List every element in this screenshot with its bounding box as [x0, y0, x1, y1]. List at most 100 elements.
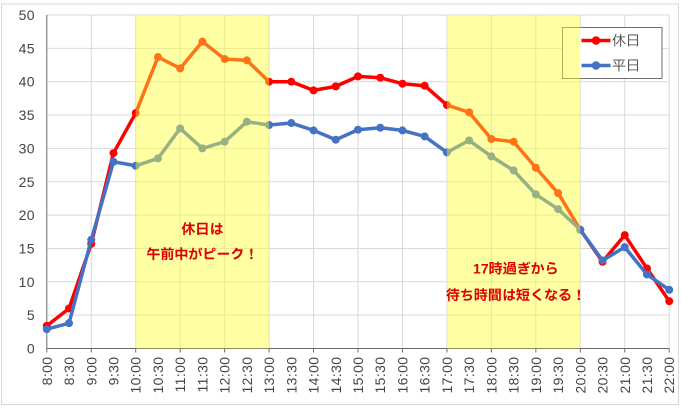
data-point-marker	[354, 72, 363, 81]
legend-item: 休日	[581, 33, 640, 49]
x-tick-label: 15:30	[372, 357, 388, 394]
annotation-text: 17時過ぎから	[473, 260, 559, 276]
data-point-marker	[220, 137, 229, 146]
x-tick-label: 18:00	[483, 357, 499, 394]
data-point-marker	[198, 144, 207, 153]
x-tick-label: 19:00	[528, 357, 544, 394]
x-tick-label: 20:30	[595, 357, 611, 394]
x-tick-label: 12:00	[217, 357, 233, 394]
data-point-marker	[642, 270, 651, 279]
x-tick-label: 17:30	[461, 357, 477, 394]
annotation-text: 午前中がピーク！	[146, 246, 258, 262]
legend-label: 休日	[612, 33, 640, 49]
y-tick-label: 20	[19, 207, 35, 223]
data-point-marker	[42, 325, 51, 334]
x-tick-label: 20:00	[572, 357, 588, 394]
data-point-marker	[131, 109, 140, 118]
data-point-marker	[176, 124, 185, 133]
data-point-marker	[509, 166, 518, 175]
y-tick-label: 0	[27, 341, 35, 357]
data-point-marker	[420, 81, 429, 90]
y-tick-label: 5	[27, 307, 35, 323]
x-tick-label: 9:30	[105, 357, 121, 386]
x-tick-label: 21:30	[639, 357, 655, 394]
data-point-marker	[576, 225, 585, 234]
data-point-marker	[665, 285, 674, 294]
y-tick-label: 30	[19, 140, 35, 156]
data-point-marker	[153, 154, 162, 163]
x-tick-label: 22:00	[661, 357, 677, 394]
data-point-marker	[354, 125, 363, 134]
legend-marker	[591, 36, 601, 45]
x-axis-labels: 8:00 8:30 9:00 9:30 10:00 10:30 11:00 11:30 12:0…	[39, 357, 677, 394]
data-point-marker	[420, 132, 429, 141]
x-tick-label: 16:30	[417, 357, 433, 394]
axes	[46, 15, 670, 353]
x-tick-label: 14:00	[306, 357, 322, 394]
data-point-marker	[598, 256, 607, 265]
data-point-marker	[487, 152, 496, 161]
y-tick-label: 25	[19, 174, 35, 190]
gridlines	[46, 14, 670, 349]
x-tick-label: 17:00	[439, 357, 455, 394]
series-平日	[42, 117, 674, 334]
data-point-marker	[376, 73, 385, 82]
data-point-marker	[554, 189, 563, 198]
data-point-marker	[153, 53, 162, 62]
data-point-marker	[265, 121, 274, 130]
x-tick-label: 14:30	[328, 357, 344, 394]
data-point-marker	[242, 117, 251, 126]
data-point-marker	[287, 77, 296, 86]
data-point-marker	[109, 157, 118, 166]
y-tick-label: 40	[19, 74, 35, 90]
legend-item: 平日	[581, 58, 640, 74]
data-point-marker	[309, 126, 318, 135]
data-point-marker	[398, 126, 407, 135]
x-tick-label: 12:30	[239, 357, 255, 394]
legend-marker	[591, 61, 601, 70]
x-tick-label: 10:30	[150, 357, 166, 394]
data-point-marker	[309, 86, 318, 95]
highlight-band	[446, 16, 581, 349]
highlight-band	[135, 16, 270, 349]
legend-label: 平日	[612, 58, 640, 74]
data-point-marker	[331, 135, 340, 144]
x-tick-label: 11:00	[172, 357, 188, 393]
annotation-text: 休日は	[181, 221, 223, 237]
data-point-marker	[131, 161, 140, 170]
data-point-marker	[554, 205, 563, 214]
data-point-marker	[65, 319, 74, 328]
x-tick-label: 21:00	[617, 357, 633, 394]
y-axis-labels: 0 5 10 15 20 25 30 35 40 45 50	[19, 7, 35, 357]
y-tick-label: 10	[19, 274, 35, 290]
x-tick-label: 10:00	[128, 357, 144, 394]
data-point-marker	[220, 55, 229, 64]
y-tick-label: 15	[19, 240, 35, 256]
data-point-marker	[376, 123, 385, 132]
data-point-marker	[265, 77, 274, 86]
data-point-marker	[620, 243, 629, 252]
y-tick-label: 35	[19, 107, 35, 123]
data-point-marker	[487, 135, 496, 144]
x-tick-label: 16:00	[394, 357, 410, 394]
x-tick-label: 9:00	[83, 357, 99, 386]
x-tick-label: 13:00	[261, 357, 277, 394]
data-point-marker	[531, 163, 540, 172]
data-point-marker	[242, 56, 251, 65]
data-point-marker	[287, 119, 296, 128]
data-point-marker	[620, 231, 629, 240]
x-tick-label: 11:30	[194, 357, 210, 393]
data-point-marker	[442, 101, 451, 110]
data-point-marker	[665, 297, 674, 306]
annotation-text: 待ち時間は短くなる！	[446, 287, 586, 303]
y-tick-label: 45	[19, 40, 35, 56]
y-tick-label: 50	[19, 7, 35, 23]
data-point-marker	[176, 64, 185, 73]
data-point-marker	[398, 79, 407, 88]
data-point-marker	[465, 136, 474, 145]
